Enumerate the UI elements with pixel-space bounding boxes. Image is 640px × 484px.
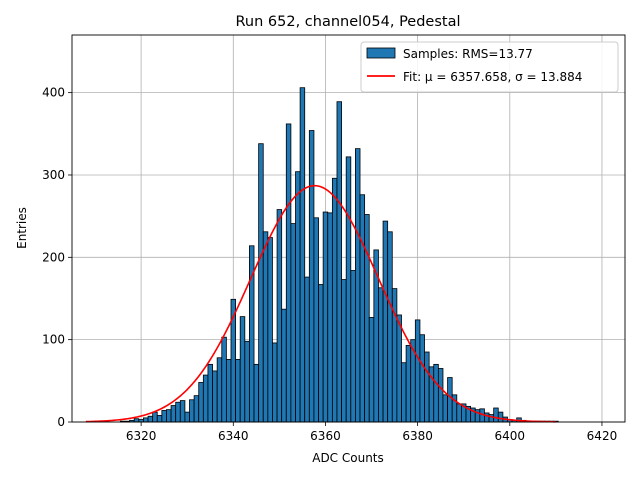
x-tick-label: 6360 xyxy=(310,429,341,443)
histogram-bar xyxy=(437,368,444,423)
histogram-bar xyxy=(198,382,204,423)
histogram-bar xyxy=(378,287,384,423)
histogram-bar xyxy=(484,412,490,423)
histogram-bar xyxy=(387,231,393,423)
histogram-bar xyxy=(318,284,324,423)
histogram-bar xyxy=(285,123,292,423)
histogram-bar xyxy=(364,214,370,423)
histogram-bar xyxy=(133,418,140,423)
histogram-bar xyxy=(156,415,163,423)
histogram-bar xyxy=(313,217,319,423)
histogram-bar xyxy=(414,319,421,423)
histogram-bar xyxy=(225,359,232,423)
histogram-bar xyxy=(152,411,158,423)
histogram-bar xyxy=(433,363,439,423)
y-axis-ticks: 0 100 200 300 400 xyxy=(42,86,72,429)
x-tick-label: 6400 xyxy=(495,429,526,443)
histogram-bar xyxy=(267,237,273,423)
histogram-bar xyxy=(147,415,154,423)
histogram-bar xyxy=(304,276,310,423)
histogram-bar xyxy=(221,336,227,423)
legend-box xyxy=(360,41,619,93)
histogram-bar xyxy=(382,220,389,423)
y-tick-label: 400 xyxy=(42,86,65,100)
legend-fit-label: Fit: μ = 6357.658, σ = 13.884 xyxy=(403,70,582,84)
x-axis-label: ADC Counts xyxy=(312,451,384,465)
chart-title: Run 652, channel054, Pedestal xyxy=(235,14,460,30)
histogram-bar xyxy=(258,143,264,423)
histogram-bar xyxy=(216,357,223,423)
x-axis-ticks: 6320 6340 6360 6380 6400 6420 xyxy=(126,422,617,443)
histogram-bar xyxy=(239,316,246,423)
histogram-bar xyxy=(327,212,333,423)
y-tick-label: 200 xyxy=(42,250,65,264)
y-tick-label: 300 xyxy=(42,168,65,182)
histogram-bar xyxy=(341,279,347,423)
y-tick-label: 100 xyxy=(42,333,65,347)
histogram-bar xyxy=(235,359,241,423)
histogram-bar xyxy=(456,403,462,423)
histogram-bar xyxy=(179,400,186,423)
histogram-bar xyxy=(272,342,278,423)
histogram-bar xyxy=(396,314,402,423)
x-tick-label: 6320 xyxy=(126,429,157,443)
histogram-bar xyxy=(345,156,352,423)
y-axis-label: Entries xyxy=(15,207,29,249)
histogram-bar xyxy=(184,411,190,423)
histogram-bar xyxy=(202,374,209,423)
histogram-bar xyxy=(368,317,375,423)
histogram-bar xyxy=(442,394,448,423)
histogram-bar xyxy=(244,340,250,423)
histogram-bar xyxy=(350,270,356,423)
histogram-bar xyxy=(290,223,296,423)
histogram-bar xyxy=(207,363,213,423)
histogram-bar xyxy=(189,399,195,423)
histogram-bar xyxy=(424,351,430,423)
histogram-bar xyxy=(493,407,499,423)
x-tick-label: 6340 xyxy=(218,429,249,443)
histogram-bar xyxy=(331,177,338,423)
histogram-bar xyxy=(497,411,504,423)
legend-histogram-label: Samples: RMS=13.77 xyxy=(403,47,533,61)
histogram-bar xyxy=(308,130,315,423)
histogram-bar xyxy=(193,395,200,423)
histogram-bar xyxy=(419,334,425,423)
y-tick-label: 0 xyxy=(57,415,65,429)
histogram-bar xyxy=(405,345,412,423)
histogram-bars xyxy=(119,87,559,423)
histogram-bar xyxy=(262,231,269,423)
histogram-bar xyxy=(170,405,177,423)
x-tick-label: 6380 xyxy=(402,429,433,443)
histogram-bar xyxy=(447,377,453,423)
histogram-bar xyxy=(355,148,361,423)
histogram-bar xyxy=(166,409,172,423)
histogram-bar xyxy=(143,417,149,423)
x-tick-label: 6420 xyxy=(587,429,618,443)
histogram-bar xyxy=(336,101,342,423)
plot-frame xyxy=(71,34,626,423)
histogram-bar xyxy=(161,410,167,423)
histogram-bar xyxy=(212,370,218,423)
histogram-bar xyxy=(276,209,283,423)
fit-curve xyxy=(85,184,556,423)
histogram-bar xyxy=(401,362,407,423)
histogram-bar xyxy=(253,363,260,423)
legend: Samples: RMS=13.77 Fit: μ = 6357.658, σ … xyxy=(360,41,619,93)
histogram-bar xyxy=(295,171,301,423)
histogram-bar xyxy=(299,87,306,423)
histogram-bar xyxy=(175,401,181,423)
legend-histogram-swatch xyxy=(366,47,396,59)
histogram-bar xyxy=(322,211,329,423)
histogram-bar xyxy=(281,308,287,423)
histogram-bar xyxy=(359,194,366,423)
